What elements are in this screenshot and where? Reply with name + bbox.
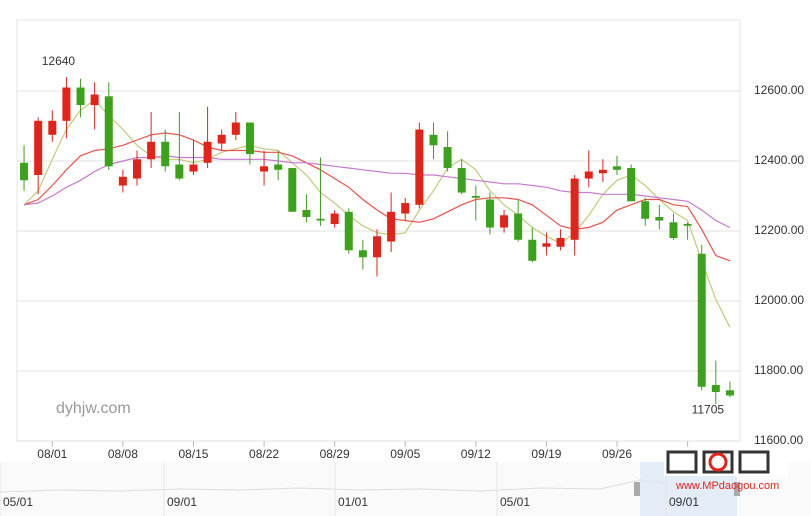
candle-body bbox=[613, 166, 621, 170]
candle-body bbox=[231, 122, 240, 135]
candle-body bbox=[76, 87, 85, 106]
x-tick-label: 08/01 bbox=[37, 447, 67, 461]
candle-body bbox=[358, 250, 367, 258]
candle-body bbox=[189, 164, 198, 172]
candle-body bbox=[20, 162, 29, 181]
candle-body bbox=[514, 213, 523, 240]
x-tick-label: 08/29 bbox=[320, 447, 350, 461]
logo: www.MPdaogou.com bbox=[664, 448, 788, 492]
candle-body bbox=[48, 120, 57, 135]
x-tick-label: 08/22 bbox=[249, 447, 279, 461]
logo-mark bbox=[666, 450, 770, 474]
candle-body bbox=[217, 134, 226, 144]
y-tick-label: 11600.00 bbox=[754, 433, 803, 447]
candle-body bbox=[457, 168, 466, 193]
candle-body bbox=[429, 134, 438, 146]
candle-body bbox=[373, 236, 381, 258]
x-tick-label: 09/12 bbox=[461, 447, 491, 461]
logo-url: www.MPdaogou.com bbox=[675, 480, 779, 492]
candle-body bbox=[62, 87, 71, 121]
candle-body bbox=[415, 129, 424, 205]
navigator-label: 01/01 bbox=[338, 495, 368, 509]
candle-body bbox=[133, 159, 141, 179]
moving-average-line bbox=[23, 132, 731, 262]
candle-body bbox=[443, 147, 452, 169]
candle-body bbox=[90, 94, 99, 106]
x-tick-label: 08/08 bbox=[108, 447, 138, 461]
moving-average-line bbox=[24, 155, 731, 229]
y-tick-label: 12600.00 bbox=[754, 83, 804, 97]
y-tick-label: 12000.00 bbox=[754, 293, 804, 307]
candle-body bbox=[274, 164, 283, 170]
y-tick-label: 12200.00 bbox=[754, 223, 804, 237]
candle-body bbox=[34, 120, 43, 176]
candle-body bbox=[570, 178, 579, 240]
candle-body bbox=[528, 239, 537, 261]
candle-body bbox=[627, 168, 636, 202]
navigator-handle[interactable] bbox=[734, 482, 740, 496]
navigator-label: 05/01 bbox=[3, 495, 33, 509]
logo-mark bbox=[708, 452, 728, 472]
candle-body bbox=[485, 199, 494, 228]
annotation: 11705 bbox=[692, 402, 725, 416]
candle-body bbox=[584, 171, 593, 179]
candle-body bbox=[655, 217, 664, 221]
navigator-label: 05/01 bbox=[500, 495, 530, 509]
x-tick-label: 09/26 bbox=[602, 447, 632, 461]
candle-body bbox=[330, 213, 339, 225]
navigator-label: 09/01 bbox=[167, 495, 197, 509]
candle-body bbox=[500, 215, 509, 228]
candle-body bbox=[542, 243, 551, 247]
candle-body bbox=[401, 203, 410, 214]
candle-body bbox=[598, 169, 607, 174]
navigator-label: 09/01 bbox=[669, 495, 699, 509]
candle-body bbox=[288, 168, 297, 212]
candle-body bbox=[387, 211, 396, 242]
x-tick-label: 08/15 bbox=[178, 447, 208, 461]
candle-body bbox=[203, 141, 212, 163]
x-tick-label: 09/05 bbox=[390, 447, 420, 461]
moving-average-line bbox=[23, 98, 731, 328]
candle-body bbox=[344, 211, 353, 251]
candle-body bbox=[697, 253, 706, 387]
candle-body bbox=[316, 218, 325, 221]
annotation: 12640 bbox=[42, 54, 76, 68]
candle-body bbox=[147, 141, 156, 160]
candle-body bbox=[118, 176, 127, 186]
plot-frame bbox=[16, 19, 741, 442]
candle-body bbox=[711, 385, 720, 393]
candle-body bbox=[104, 96, 113, 167]
candle-body bbox=[725, 390, 734, 396]
y-tick-label: 11800.00 bbox=[754, 363, 803, 377]
candle-body bbox=[641, 201, 650, 219]
candle-body bbox=[471, 196, 480, 198]
candle-body bbox=[175, 164, 184, 179]
x-tick-label: 09/19 bbox=[531, 447, 561, 461]
candle-body bbox=[245, 122, 254, 155]
candle-body bbox=[556, 238, 565, 247]
navigator-line bbox=[0, 479, 738, 493]
candle-body bbox=[302, 210, 311, 218]
candle-body bbox=[669, 222, 678, 239]
candle-body bbox=[161, 141, 170, 167]
candle-body bbox=[260, 166, 269, 172]
navigator-handle[interactable] bbox=[634, 482, 640, 496]
y-tick-label: 12400.00 bbox=[754, 153, 804, 167]
watermark: dyhjw.com bbox=[56, 400, 131, 417]
candle-body bbox=[683, 224, 692, 226]
